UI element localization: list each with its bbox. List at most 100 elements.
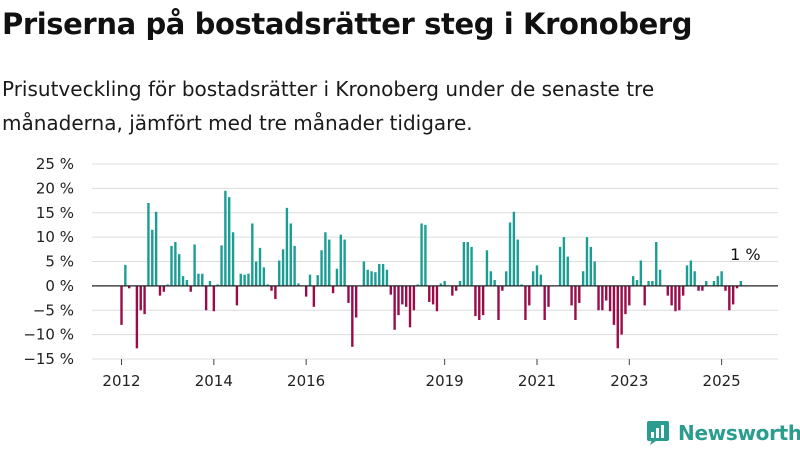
bar — [562, 237, 566, 286]
bar — [481, 285, 485, 316]
bar — [516, 239, 519, 286]
y-tick-label: 15 % — [36, 204, 74, 222]
bars — [120, 190, 743, 349]
bar — [351, 285, 354, 347]
bar — [420, 223, 423, 286]
bar — [489, 271, 493, 286]
bar — [635, 280, 639, 286]
bar — [608, 285, 612, 312]
bar — [712, 281, 716, 286]
bar — [435, 285, 439, 312]
bar — [251, 223, 254, 286]
bar — [239, 273, 242, 286]
bar — [428, 285, 431, 302]
bar — [193, 244, 196, 286]
bar — [378, 263, 381, 286]
bar — [705, 281, 708, 286]
bar — [474, 285, 477, 317]
bar — [120, 285, 123, 325]
bar — [212, 285, 216, 312]
bar — [470, 246, 473, 286]
bar — [343, 239, 346, 286]
bar — [185, 280, 189, 286]
bar — [312, 285, 316, 307]
bar — [697, 285, 700, 291]
bar — [262, 267, 266, 286]
y-tick-label: −5 % — [33, 301, 74, 319]
bar — [539, 274, 543, 286]
x-tick-label: 2016 — [287, 372, 325, 390]
bar — [451, 285, 454, 296]
bar — [208, 281, 212, 286]
bar — [581, 271, 585, 286]
bar — [739, 281, 743, 286]
bar — [597, 285, 600, 311]
bar — [158, 285, 162, 296]
bar — [493, 280, 496, 286]
x-tick-label: 2012 — [102, 372, 140, 390]
annotations: 1 % — [730, 245, 760, 264]
bar — [328, 239, 331, 286]
bar — [274, 285, 277, 300]
bar — [124, 264, 127, 286]
x-tick-label: 2025 — [703, 372, 741, 390]
bar — [528, 285, 531, 306]
bar — [324, 232, 327, 286]
bar — [404, 285, 408, 307]
bar — [570, 285, 573, 306]
bar — [558, 246, 562, 286]
bar — [181, 276, 185, 286]
bar — [593, 261, 596, 286]
bar — [412, 285, 416, 311]
bar — [154, 211, 158, 286]
bar — [408, 285, 412, 328]
page-title: Priserna på bostadsrätter steg i Kronobe… — [2, 7, 693, 41]
bar — [397, 285, 400, 316]
bar — [393, 285, 396, 330]
y-tick-label: −10 % — [23, 326, 74, 344]
y-tick-label: 0 % — [45, 277, 74, 295]
bar — [678, 285, 681, 311]
bar — [466, 242, 469, 286]
bar — [651, 281, 654, 286]
bar — [578, 285, 581, 303]
bar — [535, 265, 539, 286]
bar — [220, 245, 223, 286]
bar — [151, 229, 154, 286]
y-tick-label: 5 % — [45, 253, 74, 271]
bar — [670, 285, 673, 306]
bar — [270, 285, 273, 291]
bar — [455, 285, 458, 291]
bar — [589, 246, 593, 286]
bar — [278, 260, 281, 286]
bar — [735, 285, 739, 289]
bar — [628, 285, 631, 306]
bar — [501, 285, 504, 291]
annotation-label: 1 % — [730, 245, 760, 264]
bar — [170, 245, 173, 286]
bar — [228, 197, 231, 286]
bar — [674, 285, 677, 312]
bar — [716, 276, 719, 286]
bar — [143, 285, 146, 315]
bar — [216, 284, 219, 286]
bar — [574, 285, 577, 321]
bar — [685, 265, 689, 286]
bar — [374, 272, 377, 286]
bar — [204, 285, 208, 311]
bar — [254, 261, 258, 286]
bar — [201, 273, 204, 286]
bar — [224, 190, 227, 286]
bar — [166, 284, 169, 286]
bar — [505, 271, 508, 286]
bar — [458, 281, 462, 286]
bar — [485, 250, 489, 286]
bar — [605, 285, 608, 301]
bar — [478, 285, 481, 321]
bar — [666, 285, 669, 296]
bar — [720, 271, 723, 286]
bar — [547, 285, 550, 307]
bar — [385, 269, 389, 286]
bar — [616, 285, 619, 349]
